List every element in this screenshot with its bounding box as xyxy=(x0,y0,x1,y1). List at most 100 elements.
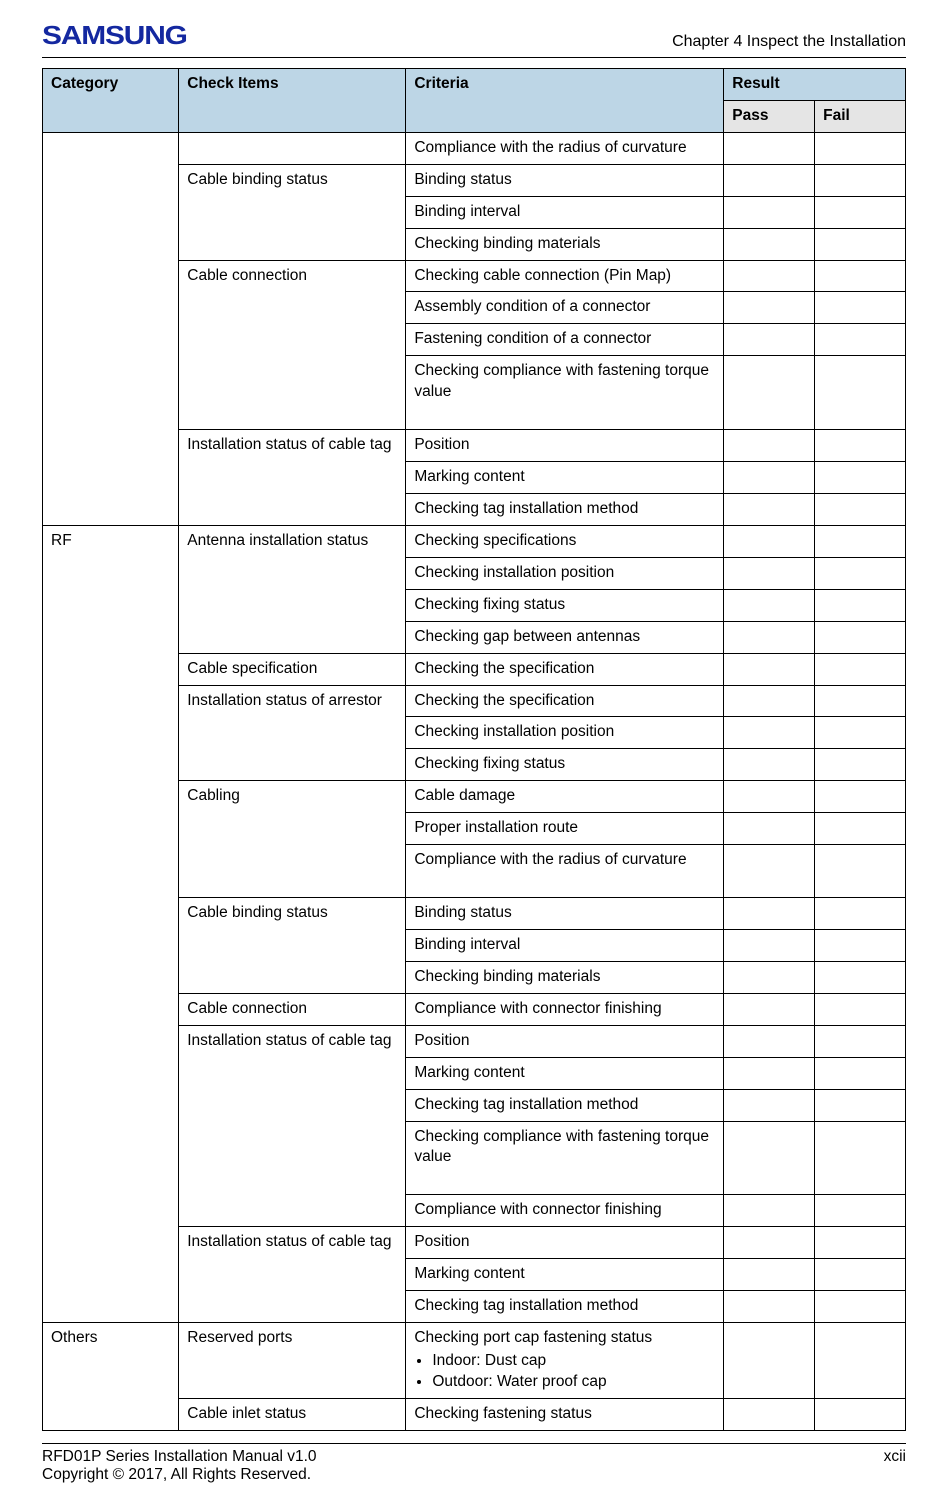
fail-cell xyxy=(815,164,906,196)
criteria-cell: Proper installation route xyxy=(406,813,724,845)
fail-cell xyxy=(815,929,906,961)
pass-cell xyxy=(724,462,815,494)
criteria-cell: Binding interval xyxy=(406,929,724,961)
fail-cell xyxy=(815,557,906,589)
criteria-cell: Checking port cap fastening statusIndoor… xyxy=(406,1323,724,1399)
criteria-cell: Position xyxy=(406,1025,724,1057)
check-item-cell: Cable binding status xyxy=(179,164,406,260)
category-cell: RF xyxy=(43,525,179,1322)
pass-cell xyxy=(724,813,815,845)
fail-cell xyxy=(815,781,906,813)
pass-cell xyxy=(724,292,815,324)
fail-cell xyxy=(815,1398,906,1430)
criteria-cell: Marking content xyxy=(406,462,724,494)
pass-cell xyxy=(724,1259,815,1291)
pass-cell xyxy=(724,196,815,228)
check-item-cell: Cable inlet status xyxy=(179,1398,406,1430)
table-row: Compliance with the radius of curvature xyxy=(43,132,906,164)
criteria-cell: Checking gap between antennas xyxy=(406,621,724,653)
col-pass: Pass xyxy=(724,100,815,132)
document-page: SAMSUNG Chapter 4 Inspect the Installati… xyxy=(0,0,948,1496)
fail-cell xyxy=(815,1227,906,1259)
pass-cell xyxy=(724,1195,815,1227)
fail-cell xyxy=(815,228,906,260)
fail-cell xyxy=(815,1089,906,1121)
check-item-cell: Antenna installation status xyxy=(179,525,406,653)
fail-cell xyxy=(815,1259,906,1291)
check-item-cell: Reserved ports xyxy=(179,1323,406,1399)
manual-title: RFD01P Series Installation Manual v1.0 xyxy=(42,1448,317,1465)
criteria-cell: Checking compliance with fastening torqu… xyxy=(406,1121,724,1195)
pass-cell xyxy=(724,1323,815,1399)
criteria-cell: Checking fastening status xyxy=(406,1398,724,1430)
criteria-cell: Checking installation position xyxy=(406,717,724,749)
pass-cell xyxy=(724,898,815,930)
criteria-cell: Fastening condition of a connector xyxy=(406,324,724,356)
criteria-cell: Compliance with connector finishing xyxy=(406,993,724,1025)
criteria-cell: Compliance with connector finishing xyxy=(406,1195,724,1227)
pass-cell xyxy=(724,1089,815,1121)
pass-cell xyxy=(724,1291,815,1323)
criteria-cell: Cable damage xyxy=(406,781,724,813)
fail-cell xyxy=(815,813,906,845)
fail-cell xyxy=(815,260,906,292)
table-header-row: Category Check Items Criteria Result xyxy=(43,69,906,101)
pass-cell xyxy=(724,525,815,557)
pass-cell xyxy=(724,1398,815,1430)
fail-cell xyxy=(815,356,906,430)
footer-left: RFD01P Series Installation Manual v1.0 C… xyxy=(42,1448,317,1484)
pass-cell xyxy=(724,228,815,260)
criteria-cell: Checking tag installation method xyxy=(406,1089,724,1121)
criteria-cell: Binding status xyxy=(406,164,724,196)
pass-cell xyxy=(724,164,815,196)
criteria-cell: Checking tag installation method xyxy=(406,1291,724,1323)
check-item-cell xyxy=(179,132,406,164)
check-item-cell: Installation status of cable tag xyxy=(179,1025,406,1227)
check-item-cell: Installation status of cable tag xyxy=(179,430,406,526)
criteria-cell: Binding status xyxy=(406,898,724,930)
pass-cell xyxy=(724,685,815,717)
pass-cell xyxy=(724,993,815,1025)
criteria-cell: Checking installation position xyxy=(406,557,724,589)
pass-cell xyxy=(724,845,815,898)
pass-cell xyxy=(724,589,815,621)
criteria-cell: Checking tag installation method xyxy=(406,493,724,525)
col-category: Category xyxy=(43,69,179,133)
col-criteria: Criteria xyxy=(406,69,724,133)
pass-cell xyxy=(724,1121,815,1195)
page-number: xcii xyxy=(884,1448,906,1484)
pass-cell xyxy=(724,717,815,749)
check-item-cell: Cabling xyxy=(179,781,406,898)
fail-cell xyxy=(815,462,906,494)
criteria-cell: Binding interval xyxy=(406,196,724,228)
col-fail: Fail xyxy=(815,100,906,132)
criteria-cell: Checking cable connection (Pin Map) xyxy=(406,260,724,292)
table-body: Compliance with the radius of curvatureC… xyxy=(43,132,906,1430)
col-check-items: Check Items xyxy=(179,69,406,133)
table-row: RFAntenna installation statusChecking sp… xyxy=(43,525,906,557)
fail-cell xyxy=(815,525,906,557)
copyright: Copyright © 2017, All Rights Reserved. xyxy=(42,1466,311,1483)
page-footer: RFD01P Series Installation Manual v1.0 C… xyxy=(42,1448,906,1484)
fail-cell xyxy=(815,749,906,781)
fail-cell xyxy=(815,430,906,462)
fail-cell xyxy=(815,717,906,749)
pass-cell xyxy=(724,1227,815,1259)
criteria-cell: Position xyxy=(406,1227,724,1259)
pass-cell xyxy=(724,781,815,813)
criteria-list-item: Indoor: Dust cap xyxy=(432,1351,715,1372)
criteria-cell: Checking binding materials xyxy=(406,228,724,260)
fail-cell xyxy=(815,1057,906,1089)
criteria-cell: Position xyxy=(406,430,724,462)
fail-cell xyxy=(815,132,906,164)
pass-cell xyxy=(724,653,815,685)
brand-logo: SAMSUNG xyxy=(42,20,948,51)
pass-cell xyxy=(724,961,815,993)
check-item-cell: Cable connection xyxy=(179,993,406,1025)
pass-cell xyxy=(724,557,815,589)
footer-divider xyxy=(42,1443,906,1444)
criteria-cell: Checking fixing status xyxy=(406,749,724,781)
fail-cell xyxy=(815,961,906,993)
fail-cell xyxy=(815,1121,906,1195)
pass-cell xyxy=(724,260,815,292)
